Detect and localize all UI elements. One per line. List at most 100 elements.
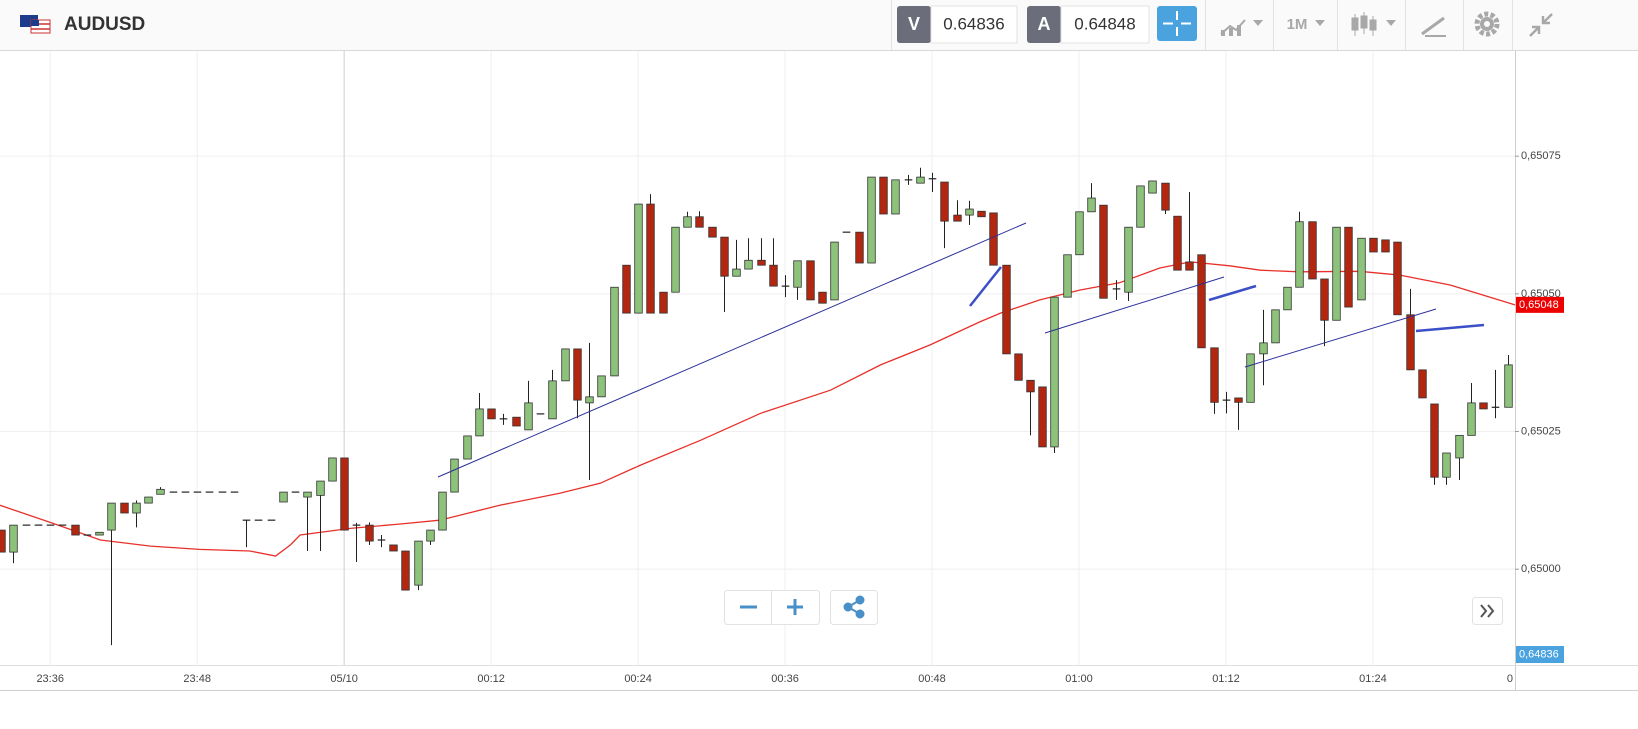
draw-tool-button[interactable]: [1421, 16, 1446, 37]
timeframe[interactable]: 1M: [1287, 16, 1308, 33]
candle-body: [732, 268, 741, 277]
candle-body: [683, 216, 692, 228]
candle: [144, 496, 153, 504]
trend-line[interactable]: [969, 266, 1002, 307]
crosshair-icon: [1163, 11, 1191, 36]
candle: [279, 491, 288, 503]
candle: [0, 529, 6, 553]
candle-body: [1075, 211, 1084, 256]
trend-line[interactable]: [1208, 284, 1257, 302]
candle: [1173, 215, 1182, 271]
candle: [1283, 286, 1292, 311]
bid-button[interactable]: [897, 6, 931, 43]
candle-body: [95, 531, 104, 536]
candle-body: [1442, 452, 1451, 478]
candle: [622, 264, 631, 314]
candle-body: [316, 480, 325, 496]
candle-body: [524, 402, 533, 431]
bid-price-badge: [1516, 646, 1564, 663]
ask-price: 0.64848: [1074, 14, 1135, 33]
candle: [904, 174, 913, 185]
chart-type-button[interactable]: [1220, 19, 1263, 36]
trend-line[interactable]: [437, 222, 1027, 478]
candle: [916, 167, 925, 184]
candle-body: [757, 259, 766, 266]
collapse-button[interactable]: [1529, 13, 1553, 37]
candle: [597, 375, 606, 398]
candle-body: [303, 491, 312, 498]
candle: [830, 241, 839, 301]
candle: [1259, 309, 1268, 386]
bid-box[interactable]: [930, 5, 1018, 44]
ask-box[interactable]: [1060, 5, 1150, 44]
candle-body: [965, 208, 974, 216]
candle: [1234, 397, 1243, 430]
candle: [316, 480, 325, 552]
candle: [1418, 369, 1427, 399]
candle: [1491, 369, 1500, 419]
candle: [1014, 353, 1023, 381]
candle: [303, 491, 312, 552]
crosshair-button[interactable]: [1157, 6, 1197, 41]
bid-label: V: [908, 14, 920, 34]
ask-button[interactable]: [1027, 6, 1061, 43]
candle: [1161, 182, 1170, 214]
candle-body: [132, 502, 141, 514]
candle-body: [1038, 386, 1047, 448]
candle: [573, 348, 582, 419]
candle-body: [940, 181, 949, 222]
candle: [965, 200, 974, 226]
trend-line[interactable]: [1244, 308, 1437, 368]
candle: [340, 457, 349, 531]
zoom-in-button[interactable]: [787, 599, 803, 615]
candle-body: [9, 524, 18, 553]
x-tick-label: 00:24: [624, 673, 652, 685]
candle: [1087, 183, 1096, 213]
candle: [1381, 239, 1390, 253]
candle-body: [891, 179, 900, 215]
scroll-right-button[interactable]: [1472, 597, 1503, 625]
separator: [1273, 0, 1274, 50]
separator: [1337, 0, 1338, 50]
header: AUDUSD V 0.64836 A 0.64848 1M: [0, 0, 1638, 51]
last-price-label: 0,65048: [1519, 299, 1559, 311]
candle: [499, 413, 508, 425]
settings-button[interactable]: [1474, 11, 1500, 37]
candle: [71, 524, 80, 536]
y-tick-label: 0,65075: [1521, 150, 1561, 162]
candle-body: [585, 396, 594, 404]
y-tick-label: 0,65000: [1521, 563, 1561, 575]
candle: [377, 535, 386, 548]
last-price-badge: [1516, 296, 1564, 313]
candle: [634, 203, 643, 314]
candle-body: [389, 544, 398, 552]
candle-body: [1271, 309, 1280, 344]
candle-body: [120, 502, 129, 514]
candle: [1075, 211, 1084, 256]
candle: [769, 238, 778, 287]
symbol[interactable]: AUDUSD: [64, 14, 145, 35]
candle-body: [1406, 314, 1415, 371]
candle-body: [769, 264, 778, 287]
bid-price-label: 0,64836: [1519, 648, 1559, 660]
candle-body: [573, 348, 582, 401]
candle: [977, 210, 986, 218]
candle-body: [1320, 278, 1329, 321]
candle: [132, 500, 141, 528]
candle: [1148, 180, 1157, 194]
candle-body: [1332, 226, 1341, 321]
candle-style-button[interactable]: [1351, 12, 1396, 36]
candle: [463, 435, 472, 460]
candle-body: [487, 408, 496, 420]
bid-price: 0.64836: [943, 14, 1004, 33]
share-box[interactable]: [830, 590, 878, 625]
trend-line[interactable]: [1044, 276, 1225, 334]
candle: [365, 522, 374, 545]
separator: [891, 0, 892, 50]
candle-body: [1124, 226, 1133, 293]
candle: [671, 226, 680, 293]
trend-line[interactable]: [1415, 323, 1485, 333]
candle: [1112, 280, 1121, 300]
candle: [414, 540, 423, 591]
candle-body: [1479, 402, 1488, 410]
